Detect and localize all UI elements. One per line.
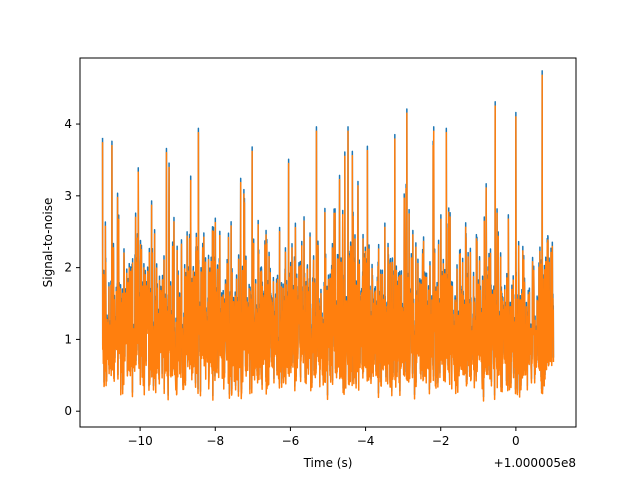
axes-frame: [79, 57, 577, 428]
x-tick-label: 0: [512, 434, 520, 448]
x-tick-label: −6: [282, 434, 300, 448]
y-tick-label: 2: [64, 261, 72, 275]
y-axis: 0 1 2 3 4: [64, 117, 80, 418]
x-offset-label: +1.000005e8: [494, 456, 576, 470]
y-tick-label: 3: [64, 189, 72, 203]
x-axis: −10 −8 −6 −4 −2 0: [127, 427, 520, 448]
y-tick-label: 4: [64, 117, 72, 131]
x-tick-label: −4: [357, 434, 375, 448]
y-axis-label: Signal-to-noise: [41, 198, 55, 288]
series-layer: [101, 70, 555, 402]
x-tick-label: −2: [432, 434, 450, 448]
y-tick-label: 0: [64, 404, 72, 418]
y-tick-label: 1: [64, 332, 72, 346]
x-tick-label: −10: [127, 434, 152, 448]
x-axis-label: Time (s): [303, 456, 353, 470]
x-tick-label: −8: [206, 434, 224, 448]
series-line-orange: [101, 74, 555, 402]
